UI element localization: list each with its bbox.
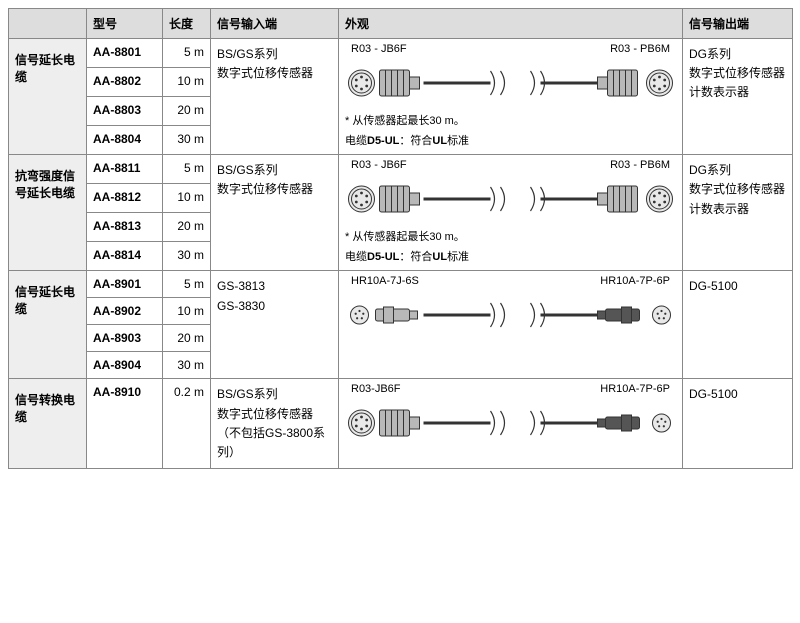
length-cell: 20 m	[163, 325, 211, 352]
sig-out-cell: DG系列数字式位移传感器计数表示器	[683, 39, 793, 155]
model-cell: AA-8903	[87, 325, 163, 352]
sig-out-cell: DG系列数字式位移传感器计数表示器	[683, 155, 793, 271]
table-row: 信号延长电缆AA-89015 mGS-3813GS-3830 HR10A-7J-…	[9, 271, 793, 298]
cable-diagram-icon	[345, 57, 676, 111]
length-cell: 5 m	[163, 271, 211, 298]
header-row: 型号 长度 信号输入端 外观 信号输出端	[9, 9, 793, 39]
model-cell: AA-8804	[87, 126, 163, 155]
sig-in-cell: BS/GS系列数字式位移传感器	[211, 155, 339, 271]
model-cell: AA-8813	[87, 213, 163, 242]
length-cell: 20 m	[163, 213, 211, 242]
appearance-note: * 从传感器起最长30 m。	[345, 113, 676, 131]
header-appearance: 外观	[339, 9, 683, 39]
sig-out-cell: DG-5100	[683, 271, 793, 379]
appearance-note: 电缆D5-UL：符合UL标准	[345, 133, 676, 151]
table-row: 信号转换电缆AA-89100.2 mBS/GS系列数字式位移传感器（不包括GS-…	[9, 379, 793, 469]
model-cell: AA-8910	[87, 379, 163, 469]
connector-right-label: R03 - PB6M	[610, 159, 670, 171]
connector-labels: R03 - JB6F R03 - PB6M	[345, 159, 676, 173]
model-cell: AA-8811	[87, 155, 163, 184]
model-cell: AA-8812	[87, 184, 163, 213]
category-cell: 信号转换电缆	[9, 379, 87, 469]
appearance-cell: R03 - JB6F R03 - PB6M	[339, 155, 683, 271]
length-cell: 5 m	[163, 39, 211, 68]
model-cell: AA-8801	[87, 39, 163, 68]
length-cell: 10 m	[163, 68, 211, 97]
model-cell: AA-8904	[87, 352, 163, 379]
connector-left-label: HR10A-7J-6S	[351, 275, 419, 287]
category-cell: 抗弯强度信号延长电缆	[9, 155, 87, 271]
connector-labels: R03-JB6F HR10A-7P-6P	[345, 383, 676, 397]
appearance-note: 电缆D5-UL：符合UL标准	[345, 249, 676, 267]
length-cell: 30 m	[163, 352, 211, 379]
sig-in-cell: BS/GS系列数字式位移传感器	[211, 39, 339, 155]
model-cell: AA-8901	[87, 271, 163, 298]
model-cell: AA-8802	[87, 68, 163, 97]
sig-in-cell: GS-3813GS-3830	[211, 271, 339, 379]
category-cell: 信号延长电缆	[9, 271, 87, 379]
sig-out-cell: DG-5100	[683, 379, 793, 469]
connector-labels: R03 - JB6F R03 - PB6M	[345, 43, 676, 57]
length-cell: 10 m	[163, 298, 211, 325]
model-cell: AA-8803	[87, 97, 163, 126]
model-cell: AA-8814	[87, 242, 163, 271]
length-cell: 30 m	[163, 126, 211, 155]
length-cell: 10 m	[163, 184, 211, 213]
table-row: 信号延长电缆AA-88015 mBS/GS系列数字式位移传感器 R03 - JB…	[9, 39, 793, 68]
appearance-cell: R03-JB6F HR10A-7P-6P	[339, 379, 683, 469]
header-sig-out: 信号输出端	[683, 9, 793, 39]
connector-left-label: R03 - JB6F	[351, 159, 407, 171]
length-cell: 5 m	[163, 155, 211, 184]
length-cell: 0.2 m	[163, 379, 211, 469]
connector-right-label: R03 - PB6M	[610, 43, 670, 55]
header-length: 长度	[163, 9, 211, 39]
appearance-cell: R03 - JB6F R03 - PB6M	[339, 39, 683, 155]
category-cell: 信号延长电缆	[9, 39, 87, 155]
appearance-cell: HR10A-7J-6S HR10A-7P-6P	[339, 271, 683, 379]
table-row: 抗弯强度信号延长电缆AA-88115 mBS/GS系列数字式位移传感器 R03 …	[9, 155, 793, 184]
cable-diagram-icon	[345, 397, 676, 451]
length-cell: 30 m	[163, 242, 211, 271]
header-blank	[9, 9, 87, 39]
connector-left-label: R03 - JB6F	[351, 43, 407, 55]
spec-table: 型号 长度 信号输入端 外观 信号输出端 信号延长电缆AA-88015 mBS/…	[8, 8, 793, 469]
connector-left-label: R03-JB6F	[351, 383, 401, 395]
appearance-note: * 从传感器起最长30 m。	[345, 229, 676, 247]
cable-diagram-icon	[345, 173, 676, 227]
connector-right-label: HR10A-7P-6P	[600, 383, 670, 395]
sig-in-cell: BS/GS系列数字式位移传感器（不包括GS-3800系列）	[211, 379, 339, 469]
cable-diagram-icon	[345, 289, 676, 343]
header-model: 型号	[87, 9, 163, 39]
connector-labels: HR10A-7J-6S HR10A-7P-6P	[345, 275, 676, 289]
header-sig-in: 信号输入端	[211, 9, 339, 39]
length-cell: 20 m	[163, 97, 211, 126]
model-cell: AA-8902	[87, 298, 163, 325]
connector-right-label: HR10A-7P-6P	[600, 275, 670, 287]
